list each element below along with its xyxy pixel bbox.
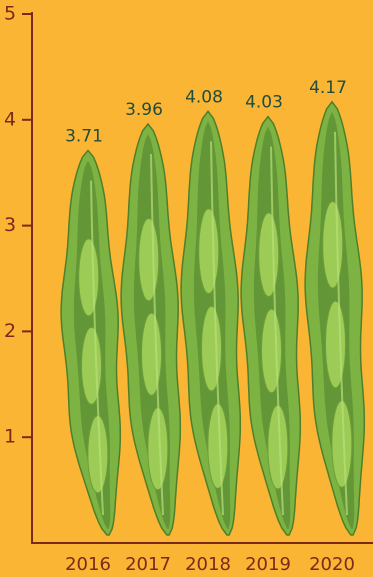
x-tick-label: 2016 [65, 554, 111, 575]
chart: 1 2 3 4 5 2016 3.71 2017 3.96 2018 4.08 2019 4.03 202… [0, 0, 373, 577]
y-tick-label: 3 [4, 214, 16, 236]
value-label: 4.17 [309, 78, 347, 98]
bean [139, 219, 159, 301]
bean [323, 201, 343, 288]
bean [79, 239, 99, 316]
y-tick-label: 4 [4, 108, 16, 130]
page: {"chart_data": {"type": "bar", "categori… [0, 0, 373, 577]
bean [199, 209, 219, 294]
bean [326, 301, 346, 388]
y-tick-label: 5 [4, 3, 16, 25]
bean [259, 213, 279, 297]
bean [142, 313, 162, 395]
bean [82, 327, 102, 404]
x-tick-label: 2020 [309, 554, 355, 575]
bean [262, 309, 282, 393]
y-tick-label: 2 [4, 320, 16, 342]
value-label: 4.08 [185, 87, 223, 107]
x-tick-label: 2019 [245, 554, 291, 575]
value-label: 4.03 [245, 93, 283, 113]
bean [202, 306, 222, 391]
value-label: 3.96 [125, 100, 163, 120]
x-tick-label: 2017 [125, 554, 171, 575]
y-tick-label: 1 [4, 426, 16, 448]
value-label: 3.71 [65, 126, 103, 146]
x-tick-label: 2018 [185, 554, 231, 575]
